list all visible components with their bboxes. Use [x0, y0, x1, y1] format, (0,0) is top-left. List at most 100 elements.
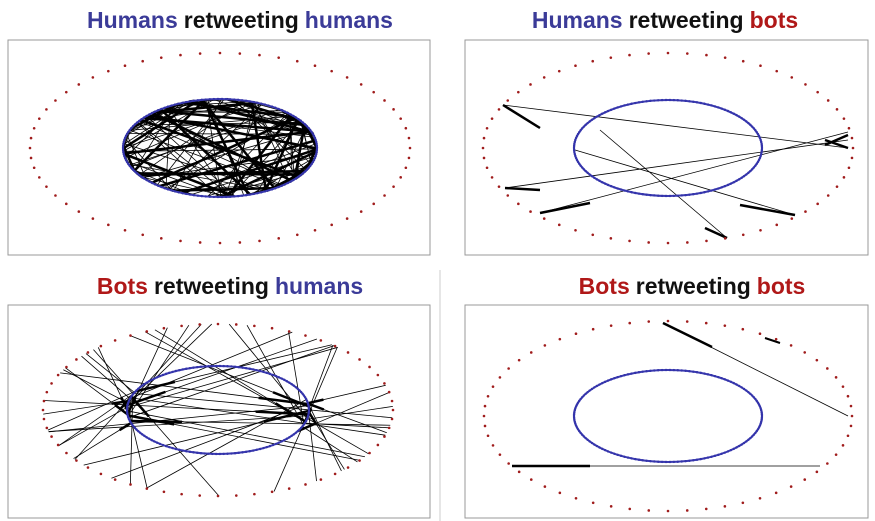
human-node	[188, 193, 192, 196]
human-node	[586, 438, 589, 442]
human-node	[174, 369, 178, 373]
human-node	[573, 142, 576, 146]
human-node	[574, 405, 578, 408]
bot-node	[647, 241, 650, 244]
human-node	[755, 131, 758, 134]
human-node	[699, 457, 702, 461]
human-node	[294, 386, 298, 389]
bot-node	[123, 64, 127, 68]
human-node	[280, 109, 284, 112]
human-node	[653, 194, 656, 197]
human-node	[135, 172, 139, 175]
bot-node	[50, 435, 53, 438]
human-node	[163, 106, 166, 109]
human-node	[656, 194, 660, 197]
human-node	[575, 403, 579, 406]
human-node	[609, 185, 613, 188]
bot-node	[287, 330, 291, 333]
bot-node	[517, 358, 521, 362]
bot-node	[491, 385, 495, 388]
human-node	[613, 107, 616, 110]
human-node	[710, 455, 713, 458]
human-node	[710, 189, 713, 192]
human-node	[757, 403, 761, 406]
human-node	[760, 420, 763, 423]
human-node	[145, 381, 148, 384]
bot-node	[392, 185, 395, 188]
human-node	[634, 191, 637, 195]
edge	[285, 111, 315, 136]
human-node	[203, 365, 206, 368]
human-node	[138, 119, 141, 123]
edge	[504, 186, 541, 192]
bot-node	[741, 233, 745, 237]
edge	[48, 415, 309, 432]
human-node	[192, 99, 196, 103]
edge	[504, 139, 849, 189]
human-node	[299, 426, 303, 430]
human-node	[684, 459, 687, 463]
human-node	[307, 405, 310, 408]
human-node	[290, 434, 293, 438]
bot-node	[330, 223, 333, 227]
human-node	[649, 99, 652, 103]
human-node	[606, 109, 610, 113]
edge	[233, 99, 307, 171]
human-node	[586, 121, 589, 125]
human-node	[164, 372, 168, 376]
human-node	[603, 111, 607, 114]
human-node	[645, 370, 648, 373]
human-node	[664, 368, 668, 372]
edge	[138, 100, 246, 176]
human-node	[244, 193, 248, 197]
human-node	[688, 459, 691, 462]
human-node	[314, 154, 317, 158]
human-node	[128, 419, 132, 423]
human-node	[726, 109, 730, 113]
human-node	[584, 169, 587, 173]
bot-node	[774, 491, 778, 495]
human-node	[145, 114, 148, 118]
human-node	[298, 389, 301, 392]
human-node	[745, 440, 748, 443]
human-node	[668, 98, 672, 102]
human-node	[211, 452, 214, 456]
human-node	[292, 384, 295, 387]
bot-node	[50, 382, 53, 385]
human-node	[297, 117, 300, 121]
human-node	[756, 160, 760, 164]
human-node	[619, 188, 623, 191]
edge	[135, 380, 176, 393]
human-node	[244, 366, 248, 370]
human-node	[315, 142, 318, 146]
human-node	[756, 132, 760, 136]
human-node	[573, 418, 576, 422]
bot-node	[387, 390, 391, 394]
human-node	[649, 369, 652, 373]
edge	[302, 426, 358, 463]
human-node	[720, 107, 723, 110]
human-node	[226, 452, 229, 455]
human-node	[703, 372, 706, 375]
bot-node	[179, 53, 182, 57]
bot-node	[216, 494, 220, 498]
edge	[168, 101, 251, 107]
human-node	[684, 369, 687, 373]
edge	[824, 133, 849, 147]
human-node	[574, 156, 578, 160]
human-node	[155, 376, 159, 379]
edge	[146, 115, 236, 197]
human-node	[595, 384, 599, 388]
human-node	[161, 443, 165, 447]
bot-node	[129, 334, 132, 337]
human-node	[268, 444, 272, 448]
title-word: Bots	[97, 273, 148, 299]
human-node	[306, 416, 309, 419]
bot-node	[65, 365, 68, 369]
human-node	[156, 184, 160, 187]
human-node	[754, 164, 757, 167]
human-node	[230, 365, 233, 368]
bot-node	[847, 166, 851, 170]
bot-node	[145, 487, 149, 490]
human-node	[668, 460, 672, 464]
